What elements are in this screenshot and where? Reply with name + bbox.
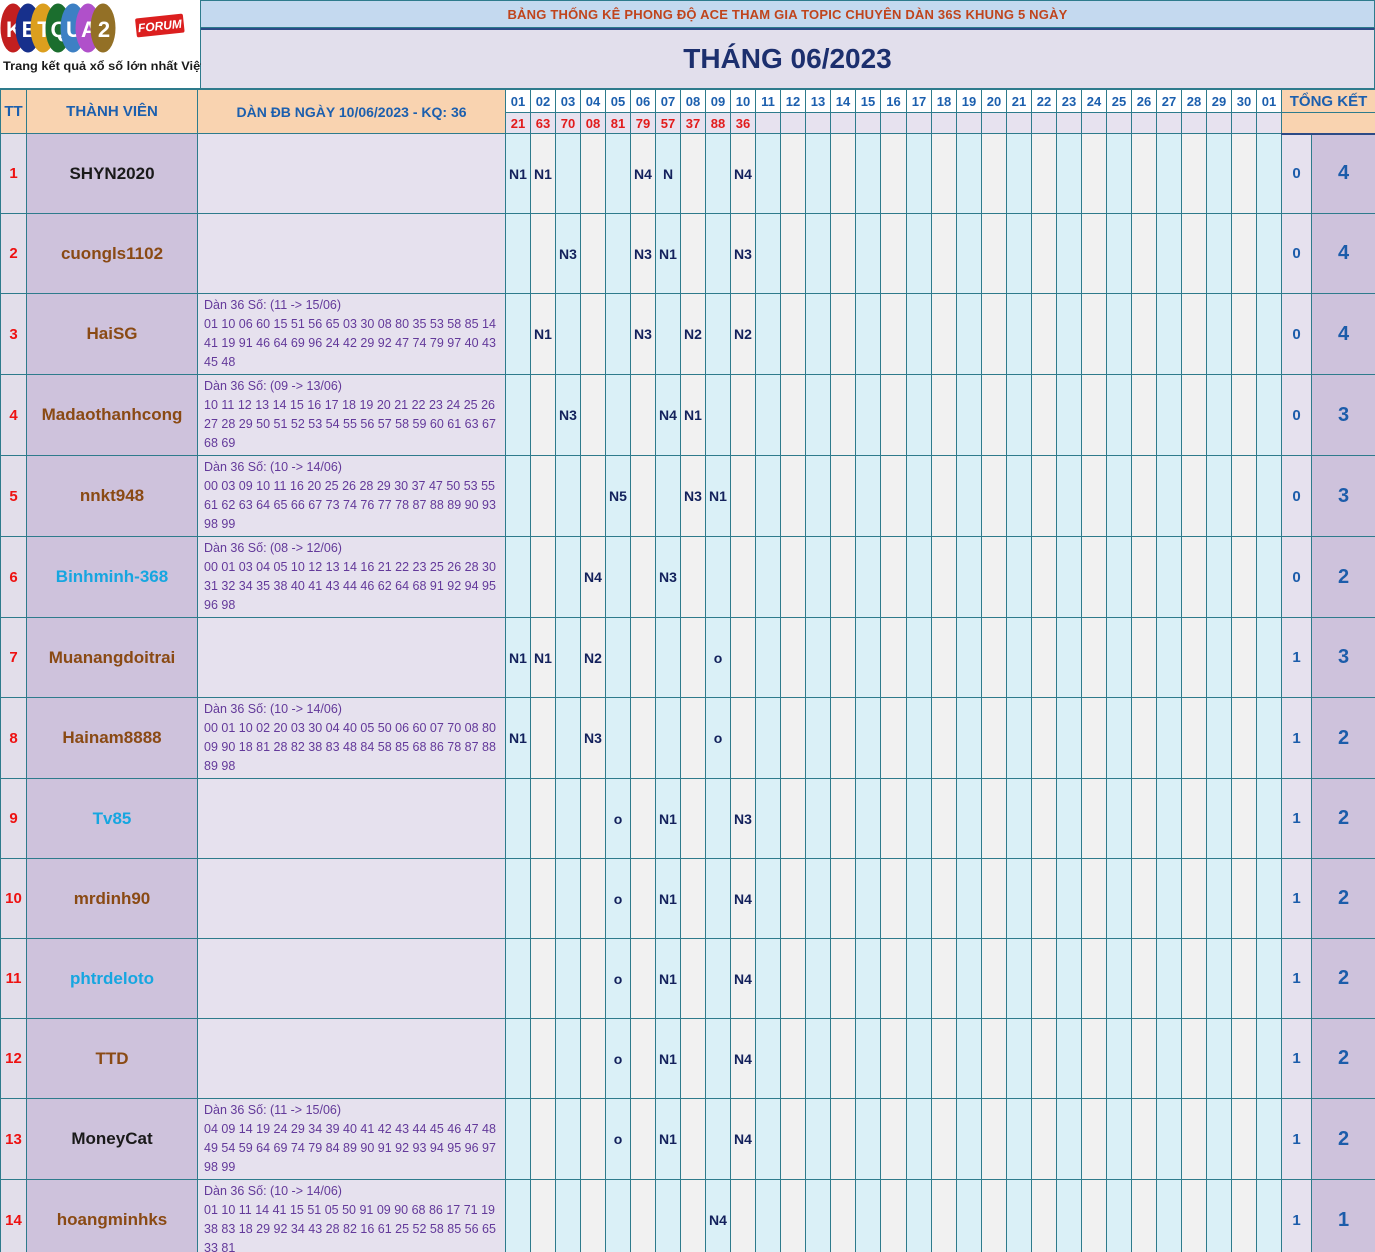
- svg-text:2: 2: [98, 17, 110, 42]
